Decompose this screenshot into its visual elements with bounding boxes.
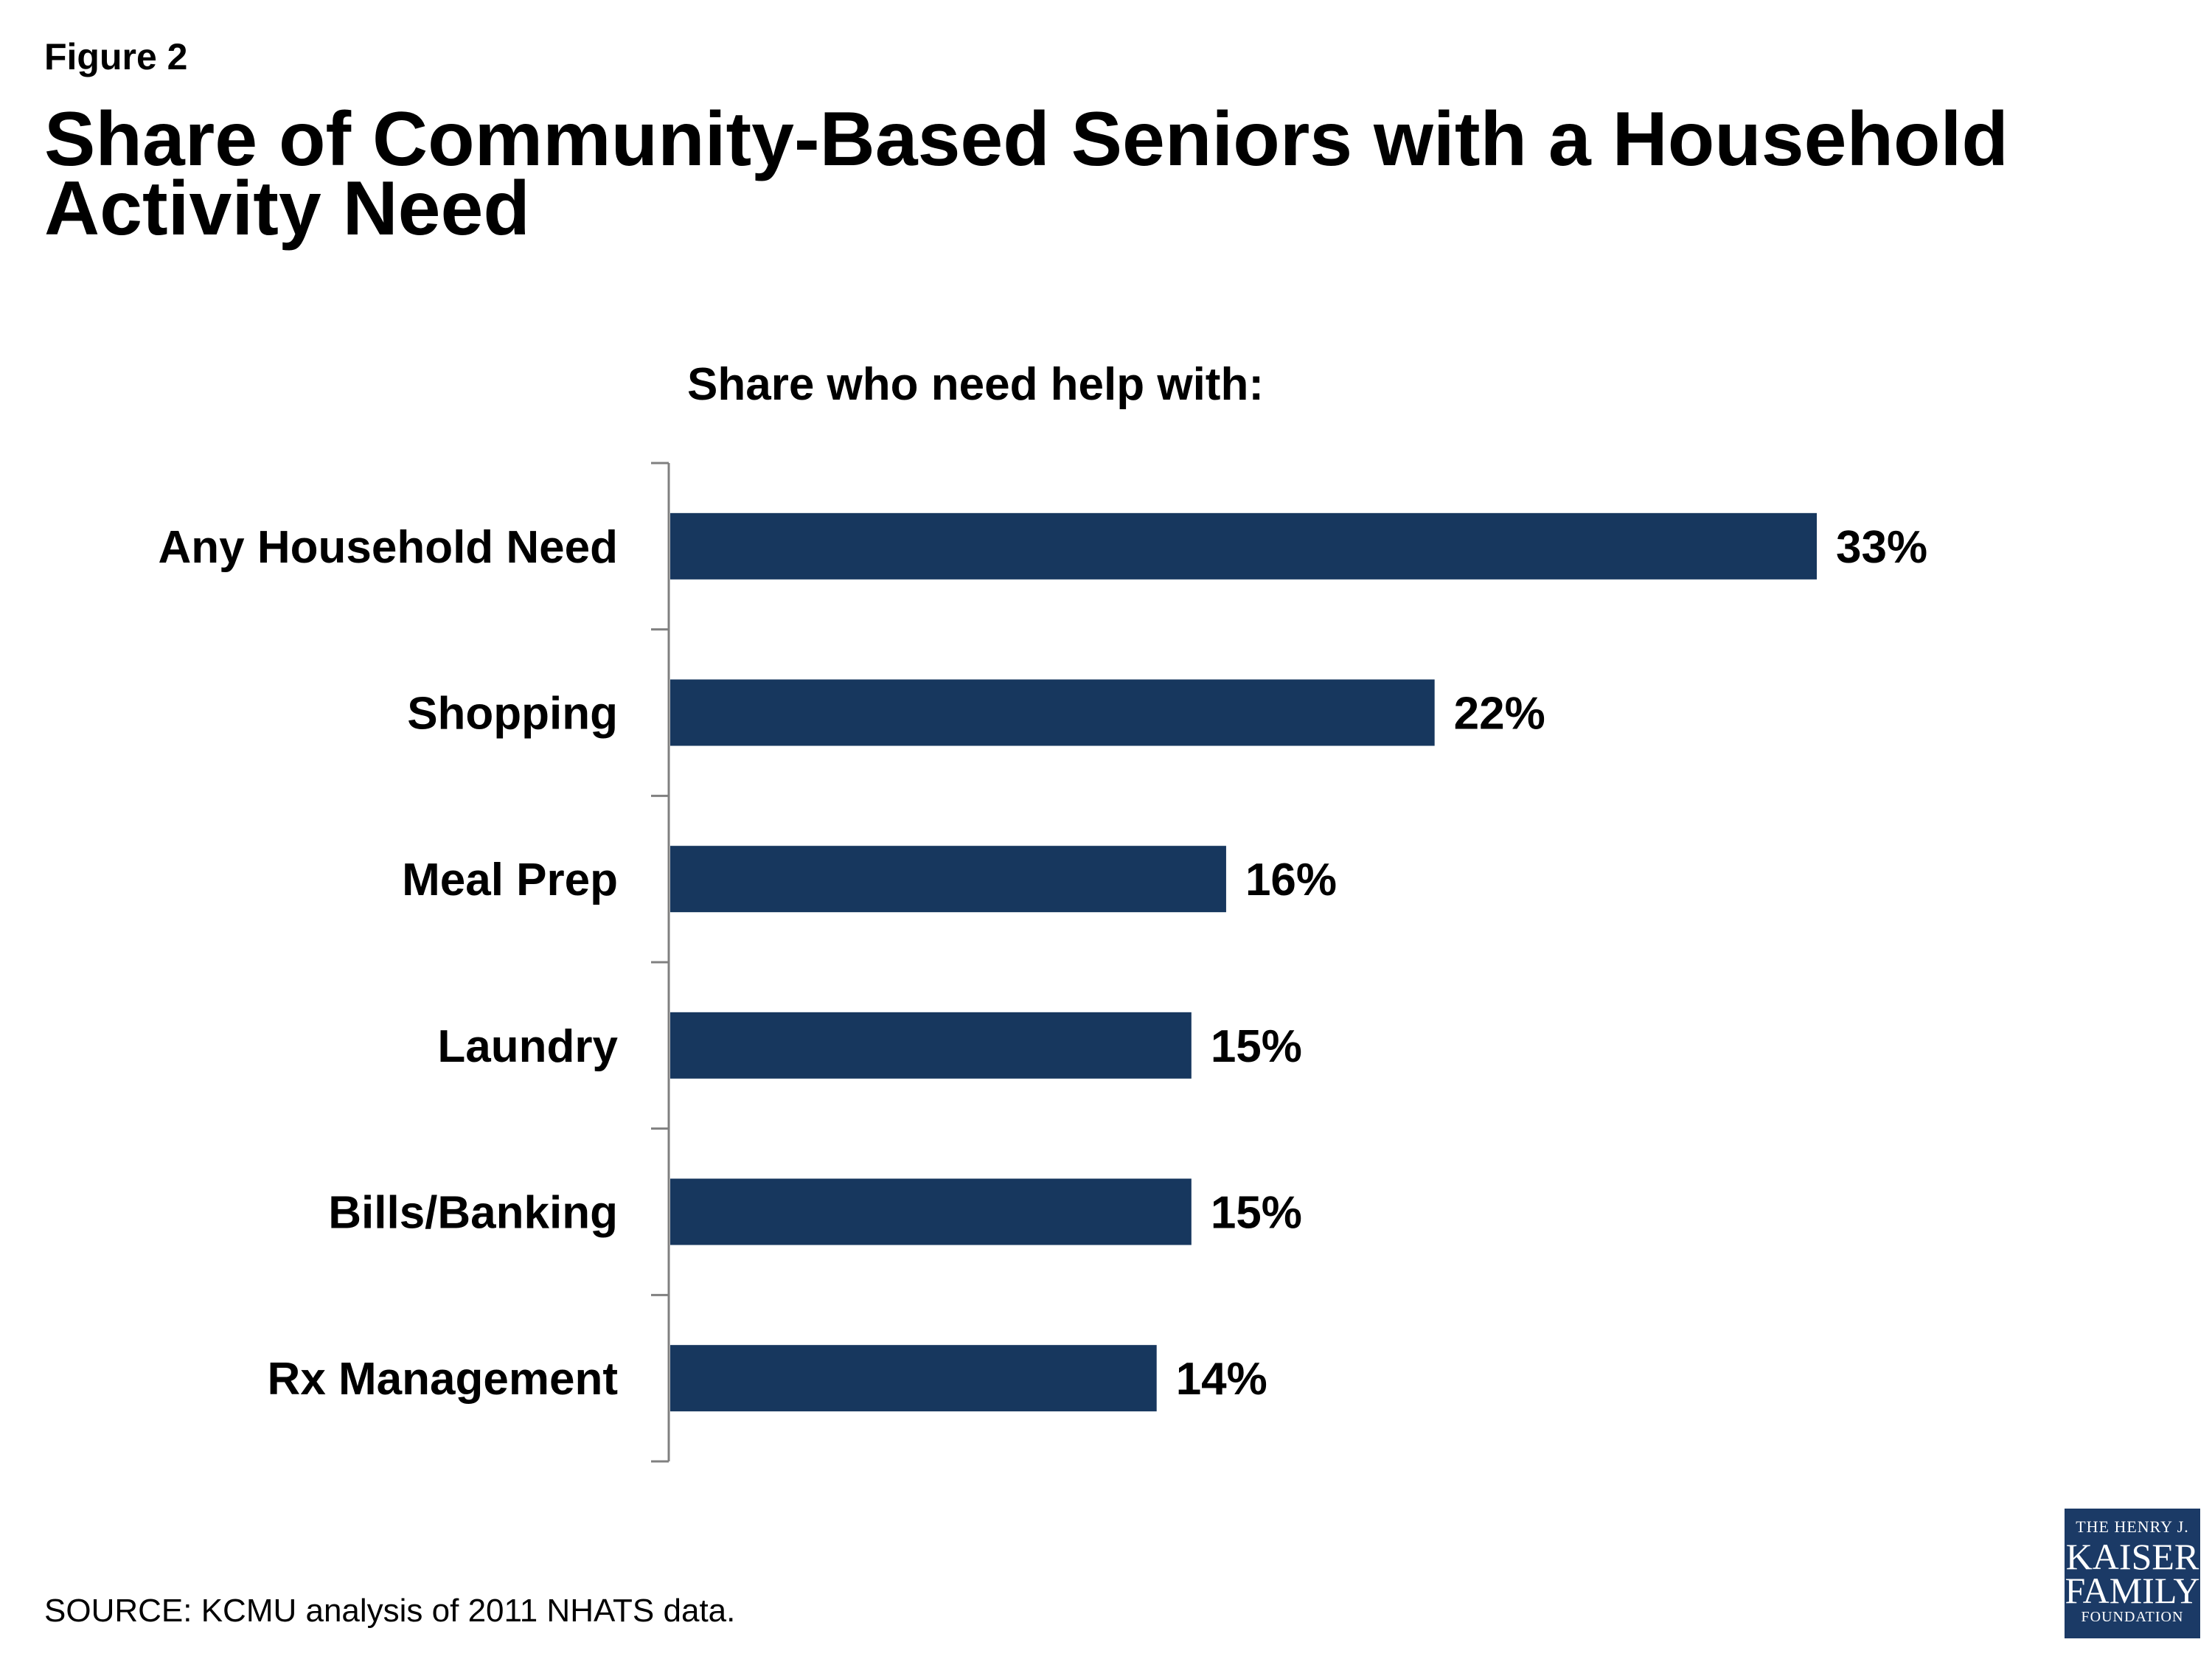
data-label: 33% — [1836, 522, 1927, 573]
data-label: 15% — [1211, 1188, 1302, 1239]
figure-label: Figure 2 — [44, 36, 188, 77]
chart-title: Share of Community-Based Seniors with a … — [44, 97, 2008, 251]
kaiser-family-foundation-logo: THE HENRY J. KAISER FAMILY FOUNDATION — [2065, 1509, 2200, 1638]
bar-bills-banking — [670, 1178, 1192, 1245]
logo-line-3: FAMILY — [2065, 1570, 2200, 1611]
category-label: Meal Prep — [402, 855, 618, 905]
bar-meal-prep — [670, 846, 1226, 913]
category-label: Bills/Banking — [328, 1188, 618, 1239]
data-label: 22% — [1454, 689, 1545, 740]
category-label: Any Household Need — [158, 522, 618, 573]
logo-line-1: THE HENRY J. — [2076, 1517, 2189, 1536]
data-label: 16% — [1245, 855, 1337, 905]
data-label: 15% — [1211, 1021, 1302, 1072]
category-label: Rx Management — [268, 1354, 618, 1405]
bar-shopping — [670, 679, 1435, 746]
bar-rx-management — [670, 1345, 1157, 1412]
bar-laundry — [670, 1012, 1192, 1079]
category-label: Laundry — [437, 1021, 618, 1072]
logo-line-4: FOUNDATION — [2081, 1609, 2184, 1625]
bar-any-household-need — [670, 512, 1817, 580]
data-label: 14% — [1176, 1354, 1267, 1405]
chart-subtitle: Share who need help with: — [687, 359, 1264, 410]
source-note: SOURCE: KCMU analysis of 2011 NHATS data… — [44, 1593, 736, 1629]
logo-line-2: KAISER — [2065, 1536, 2199, 1577]
category-label: Shopping — [407, 689, 618, 740]
